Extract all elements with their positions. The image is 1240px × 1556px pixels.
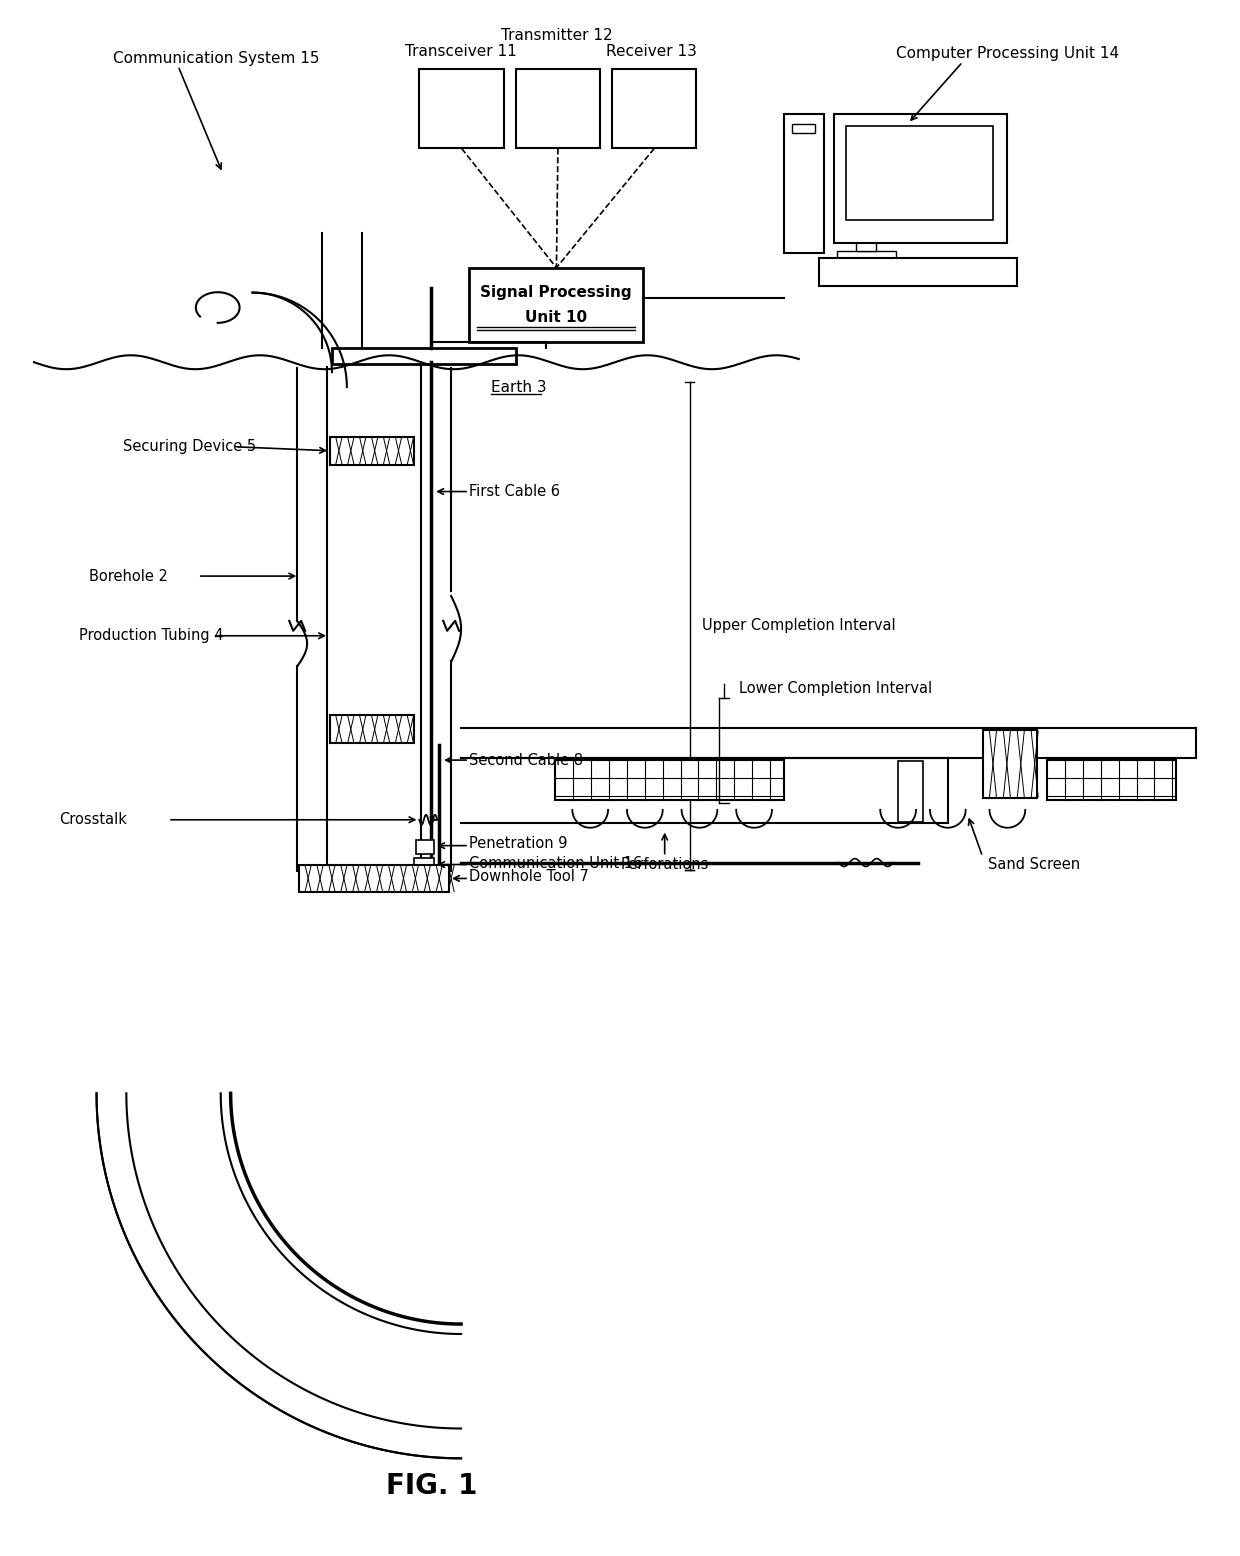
Text: Upper Completion Interval: Upper Completion Interval <box>702 618 897 633</box>
Bar <box>469 268 642 342</box>
Bar <box>792 123 815 134</box>
Text: Communication Unit 16: Communication Unit 16 <box>469 856 642 871</box>
Text: Transceiver 11: Transceiver 11 <box>405 45 517 59</box>
Text: Lower Completion Interval: Lower Completion Interval <box>739 682 932 696</box>
Text: Borehole 2: Borehole 2 <box>88 568 167 584</box>
Bar <box>419 68 503 148</box>
Bar <box>982 730 1037 798</box>
Text: Production Tubing 4: Production Tubing 4 <box>78 629 223 643</box>
Text: FIG. 1: FIG. 1 <box>386 1472 477 1500</box>
Bar <box>299 865 449 893</box>
Bar <box>330 437 414 465</box>
Bar <box>414 857 434 871</box>
Bar <box>837 251 897 258</box>
Bar <box>818 258 1017 286</box>
Text: Securing Device 5: Securing Device 5 <box>123 439 257 454</box>
Bar <box>516 68 600 148</box>
Bar <box>332 349 516 364</box>
Bar <box>898 761 923 822</box>
Text: Signal Processing: Signal Processing <box>480 285 631 300</box>
Bar <box>847 126 993 219</box>
Text: Second Cable 8: Second Cable 8 <box>469 753 583 767</box>
Text: Downhole Tool 7: Downhole Tool 7 <box>469 868 589 884</box>
Bar <box>857 241 877 251</box>
Bar <box>417 840 434 854</box>
Bar <box>330 716 414 744</box>
Text: Perforations: Perforations <box>620 857 709 871</box>
Text: Sand Screen: Sand Screen <box>987 857 1080 871</box>
Bar <box>556 759 784 800</box>
Text: Unit 10: Unit 10 <box>525 310 587 325</box>
Text: Transmitter 12: Transmitter 12 <box>501 28 613 44</box>
Bar <box>613 68 697 148</box>
Text: Receiver 13: Receiver 13 <box>606 45 697 59</box>
Text: First Cable 6: First Cable 6 <box>469 484 560 499</box>
Bar <box>1047 759 1177 800</box>
Text: Earth 3: Earth 3 <box>491 380 547 395</box>
Text: Communication System 15: Communication System 15 <box>113 51 320 67</box>
Text: Penetration 9: Penetration 9 <box>469 836 568 851</box>
Text: Crosstalk: Crosstalk <box>58 812 126 828</box>
Bar <box>833 114 1007 243</box>
Text: Computer Processing Unit 14: Computer Processing Unit 14 <box>895 47 1118 61</box>
Bar <box>784 114 823 252</box>
